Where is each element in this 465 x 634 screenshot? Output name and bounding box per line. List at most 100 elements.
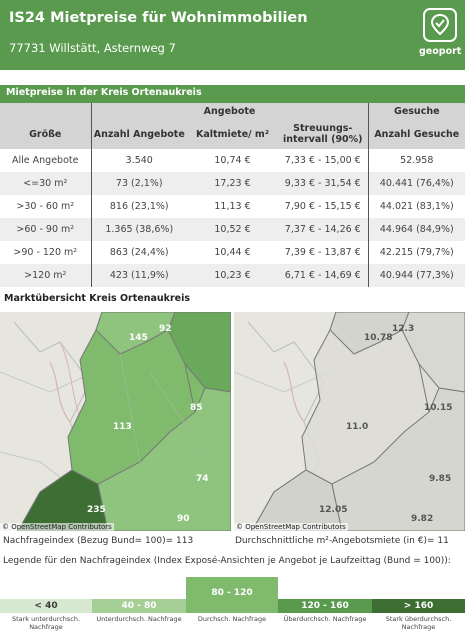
map-value: 92	[159, 324, 172, 334]
cell-gesuche: 40.944 (77,3%)	[367, 264, 465, 287]
legend-label: > 160	[403, 601, 434, 611]
legend-description-line: Unterdurchsch. Nachfrage	[96, 615, 182, 623]
column-header-anzahl-angebote: Anzahl Angebote	[90, 119, 187, 149]
legend-description-line: Stark überdurchsch.	[385, 615, 452, 623]
cell-gesuche: 44.021 (83,1%)	[367, 195, 465, 218]
report-title: IS24 Mietpreise für Wohnimmobilien	[9, 10, 308, 26]
market-section-title: Marktübersicht Kreis Ortenaukreis	[4, 293, 191, 304]
legend-swatch-average: 80 - 120	[186, 577, 278, 613]
legend-label: 80 - 120	[211, 588, 253, 598]
cell-anzahl: 863 (24,4%)	[90, 241, 187, 264]
legend-label: 40 - 80	[121, 601, 157, 611]
cell-gesuche: 40.441 (76,4%)	[367, 172, 465, 195]
legend-description: Stark unterdurchsch. Nachfrage	[0, 615, 92, 631]
cell-kaltmiete: 10,44 €	[187, 241, 278, 264]
cell-groesse: Alle Angebote	[0, 149, 91, 172]
cell-intervall: 7,37 € - 14,26 €	[278, 218, 369, 241]
table-row: >90 - 120 m² 863 (24,4%) 10,44 € 7,39 € …	[0, 241, 465, 264]
map-value: 85	[190, 403, 203, 413]
rent-map-graphic	[234, 312, 465, 531]
map-value: 145	[129, 333, 148, 343]
cell-intervall: 7,33 € - 15,00 €	[278, 149, 369, 172]
geoport-logo-icon	[423, 8, 457, 42]
legend-description-line: Durchsch. Nachfrage	[197, 615, 267, 623]
rent-price-caption: Durchschnittliche m²-Angebotsmiete (in €…	[235, 536, 449, 546]
cell-intervall: 7,90 € - 15,15 €	[278, 195, 369, 218]
cell-anzahl: 423 (11,9%)	[90, 264, 187, 287]
map-value: 12.3	[392, 324, 415, 334]
table-row: >30 - 60 m² 816 (23,1%) 11,13 € 7,90 € -…	[0, 195, 465, 218]
legend-description-line: Nachfrage	[29, 623, 63, 631]
table-row: <=30 m² 73 (2,1%) 17,23 € 9,33 € - 31,54…	[0, 172, 465, 195]
cell-gesuche: 52.958	[367, 149, 465, 172]
cell-anzahl: 3.540	[90, 149, 187, 172]
legend-swatch-high: 120 - 160	[278, 599, 372, 613]
geoport-logo-text: geoport	[419, 46, 462, 57]
column-header-streuungsintervall: Streuungs-intervall (90%)	[278, 119, 369, 149]
map-value: 235	[87, 505, 106, 515]
cell-groesse: >90 - 120 m²	[0, 241, 91, 264]
map-attribution: © OpenStreetMap Contributors	[0, 523, 114, 531]
cell-groesse: >60 - 90 m²	[0, 218, 91, 241]
map-value: 90	[177, 514, 190, 524]
legend-description: Unterdurchsch. Nachfrage	[92, 615, 186, 623]
cell-kaltmiete: 10,74 €	[187, 149, 278, 172]
geoport-logo: geoport	[419, 8, 461, 64]
column-header-streuung-line1: Streuungs-	[293, 123, 353, 134]
cell-anzahl: 816 (23,1%)	[90, 195, 187, 218]
legend-title: Legende für den Nachfrageindex (Index Ex…	[3, 556, 451, 566]
column-header-kaltmiete: Kaltmiete/ m²	[187, 119, 278, 149]
rent-section-header: Mietpreise in der Kreis Ortenaukreis	[0, 85, 465, 103]
cell-gesuche: 42.215 (79,7%)	[367, 241, 465, 264]
cell-kaltmiete: 10,23 €	[187, 264, 278, 287]
column-header-streuung-line2: intervall (90%)	[282, 134, 363, 145]
legend-description-line: Stark unterdurchsch.	[11, 615, 81, 623]
map-value: 10.15	[424, 403, 453, 413]
map-value: 9.85	[429, 474, 452, 484]
cell-groesse: >30 - 60 m²	[0, 195, 91, 218]
property-address: 77731 Willstätt, Asternweg 7	[9, 41, 176, 55]
map-attribution: © OpenStreetMap Contributors	[234, 523, 348, 531]
legend-swatch-low: 40 - 80	[92, 599, 186, 613]
cell-gesuche: 44.964 (84,9%)	[367, 218, 465, 241]
legend-label: 120 - 160	[301, 601, 349, 611]
cell-kaltmiete: 17,23 €	[187, 172, 278, 195]
table-row: >60 - 90 m² 1.365 (38,6%) 10,52 € 7,37 €…	[0, 218, 465, 241]
table-row: >120 m² 423 (11,9%) 10,23 € 6,71 € - 14,…	[0, 264, 465, 287]
table-row: Alle Angebote 3.540 10,74 € 7,33 € - 15,…	[0, 149, 465, 172]
map-value: 10.78	[364, 333, 393, 343]
legend-description: Stark überdurchsch. Nachfrage	[372, 615, 465, 631]
group-header-gesuche: Gesuche	[367, 103, 465, 119]
legend-description: Überdurchsch. Nachfrage	[278, 615, 372, 623]
column-header-anzahl-gesuche: Anzahl Gesuche	[367, 119, 465, 149]
cell-intervall: 7,39 € - 13,87 €	[278, 241, 369, 264]
demand-map-graphic	[0, 312, 231, 531]
legend-description-line: Überdurchsch. Nachfrage	[283, 615, 367, 623]
legend-label: < 40	[34, 601, 58, 611]
map-value: 74	[196, 474, 209, 484]
map-value: 12.05	[319, 505, 348, 515]
report-header: IS24 Mietpreise für Wohnimmobilien 77731…	[0, 0, 465, 70]
demand-index-map: 92 145 85 113 74 235 90 © OpenStreetMap …	[0, 312, 231, 531]
rent-table: Angebote Gesuche Größe Anzahl Angebote K…	[0, 103, 465, 287]
group-header-angebote: Angebote	[90, 103, 369, 119]
cell-kaltmiete: 11,13 €	[187, 195, 278, 218]
cell-intervall: 6,71 € - 14,69 €	[278, 264, 369, 287]
cell-anzahl: 1.365 (38,6%)	[90, 218, 187, 241]
rent-price-map: 12.3 10.78 10.15 11.0 9.85 12.05 9.82 © …	[234, 312, 465, 531]
cell-kaltmiete: 10,52 €	[187, 218, 278, 241]
map-value: 9.82	[411, 514, 434, 524]
demand-index-caption: Nachfrageindex (Bezug Bund= 100)= 113	[3, 536, 194, 546]
cell-groesse: <=30 m²	[0, 172, 91, 195]
rent-section-title: Mietpreise in der Kreis Ortenaukreis	[6, 87, 202, 98]
column-header-groesse: Größe	[0, 119, 91, 149]
cell-intervall: 9,33 € - 31,54 €	[278, 172, 369, 195]
map-value: 113	[113, 422, 132, 432]
legend-description: Durchsch. Nachfrage	[186, 615, 278, 623]
cell-groesse: >120 m²	[0, 264, 91, 287]
header-empty	[0, 103, 91, 119]
legend-swatch-very-low: < 40	[0, 599, 92, 613]
cell-anzahl: 73 (2,1%)	[90, 172, 187, 195]
map-value: 11.0	[346, 422, 369, 432]
legend-description-line: Nachfrage	[401, 623, 436, 631]
